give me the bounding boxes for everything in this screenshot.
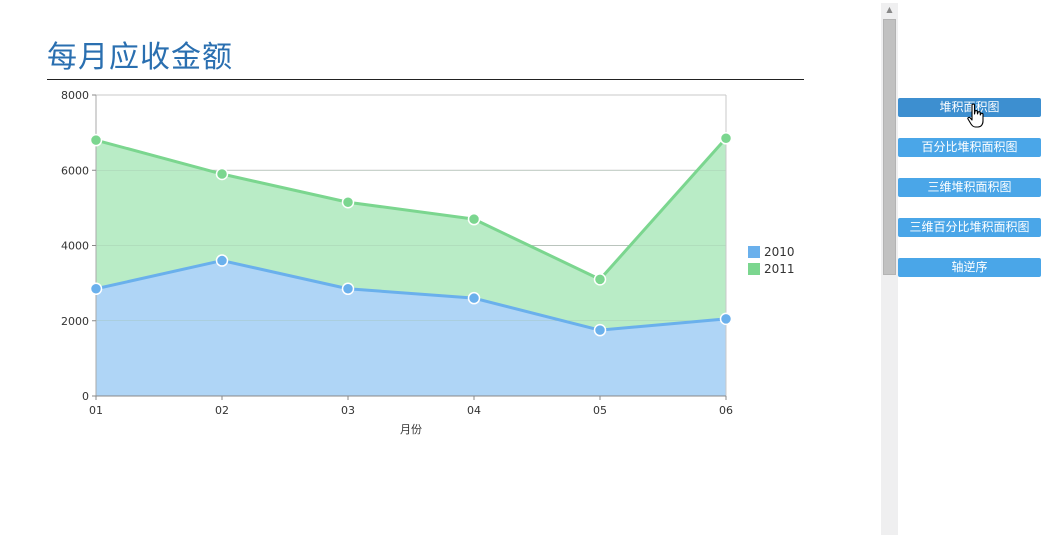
y-tick-label: 6000 <box>61 164 89 177</box>
legend-swatch-2010 <box>748 246 760 258</box>
data-point-2010-02 <box>215 254 229 267</box>
x-axis-title: 月份 <box>400 423 422 436</box>
data-point-2010-06 <box>719 312 733 326</box>
scroll-up-arrow-icon[interactable]: ▲ <box>886 5 893 14</box>
stacked-area-chart: 0 2000 4000 6000 8000 01 02 03 04 05 06 月份 2010 2011 <box>61 89 795 436</box>
stacked-area-button[interactable]: 堆积面积图 <box>898 98 1041 117</box>
y-tick-label: 0 <box>82 390 89 403</box>
legend-swatch-2011 <box>748 263 760 275</box>
x-tick-label: 03 <box>341 404 355 417</box>
y-tick-label: 2000 <box>61 315 89 328</box>
area-series-2011 <box>96 138 726 331</box>
3d-stacked-area-button[interactable]: 三维堆积面积图 <box>898 178 1041 197</box>
hand-pointer-cursor-icon <box>967 103 984 128</box>
scroll-thumb[interactable] <box>883 19 896 275</box>
reverse-axis-button[interactable]: 轴逆序 <box>898 258 1041 277</box>
legend-label-2011: 2011 <box>764 262 795 276</box>
vertical-scrollbar[interactable]: ▲ <box>881 3 898 535</box>
x-tick-label: 04 <box>467 404 481 417</box>
data-point-2010-03 <box>341 282 355 296</box>
line-series-2010 <box>95 259 727 332</box>
percent-stacked-area-button[interactable]: 百分比堆积面积图 <box>898 138 1041 157</box>
title-divider <box>47 79 804 80</box>
area-series-2010 <box>96 260 726 396</box>
data-point-2011-02 <box>215 167 229 181</box>
data-point-2011-04 <box>467 212 481 226</box>
page-title: 每月应收金额 <box>47 40 233 75</box>
x-tick-label: 01 <box>89 404 103 417</box>
y-tick-label: 8000 <box>61 89 89 102</box>
x-tick-label: 05 <box>593 404 607 417</box>
x-tick-label: 06 <box>719 404 733 417</box>
data-point-2010-04 <box>467 291 481 305</box>
data-point-2011-06 <box>719 132 733 145</box>
line-series-2011 <box>95 137 728 281</box>
x-tick-label: 02 <box>215 404 229 417</box>
data-point-2011-03 <box>341 195 355 209</box>
3d-percent-stacked-area-button[interactable]: 三维百分比堆积面积图 <box>898 218 1041 237</box>
data-point-2011-01 <box>89 133 103 147</box>
data-point-2010-01 <box>89 282 103 296</box>
legend-label-2010: 2010 <box>764 245 795 259</box>
y-tick-label: 4000 <box>61 240 89 253</box>
data-point-2011-05 <box>593 273 607 286</box>
data-point-2010-05 <box>593 323 607 337</box>
